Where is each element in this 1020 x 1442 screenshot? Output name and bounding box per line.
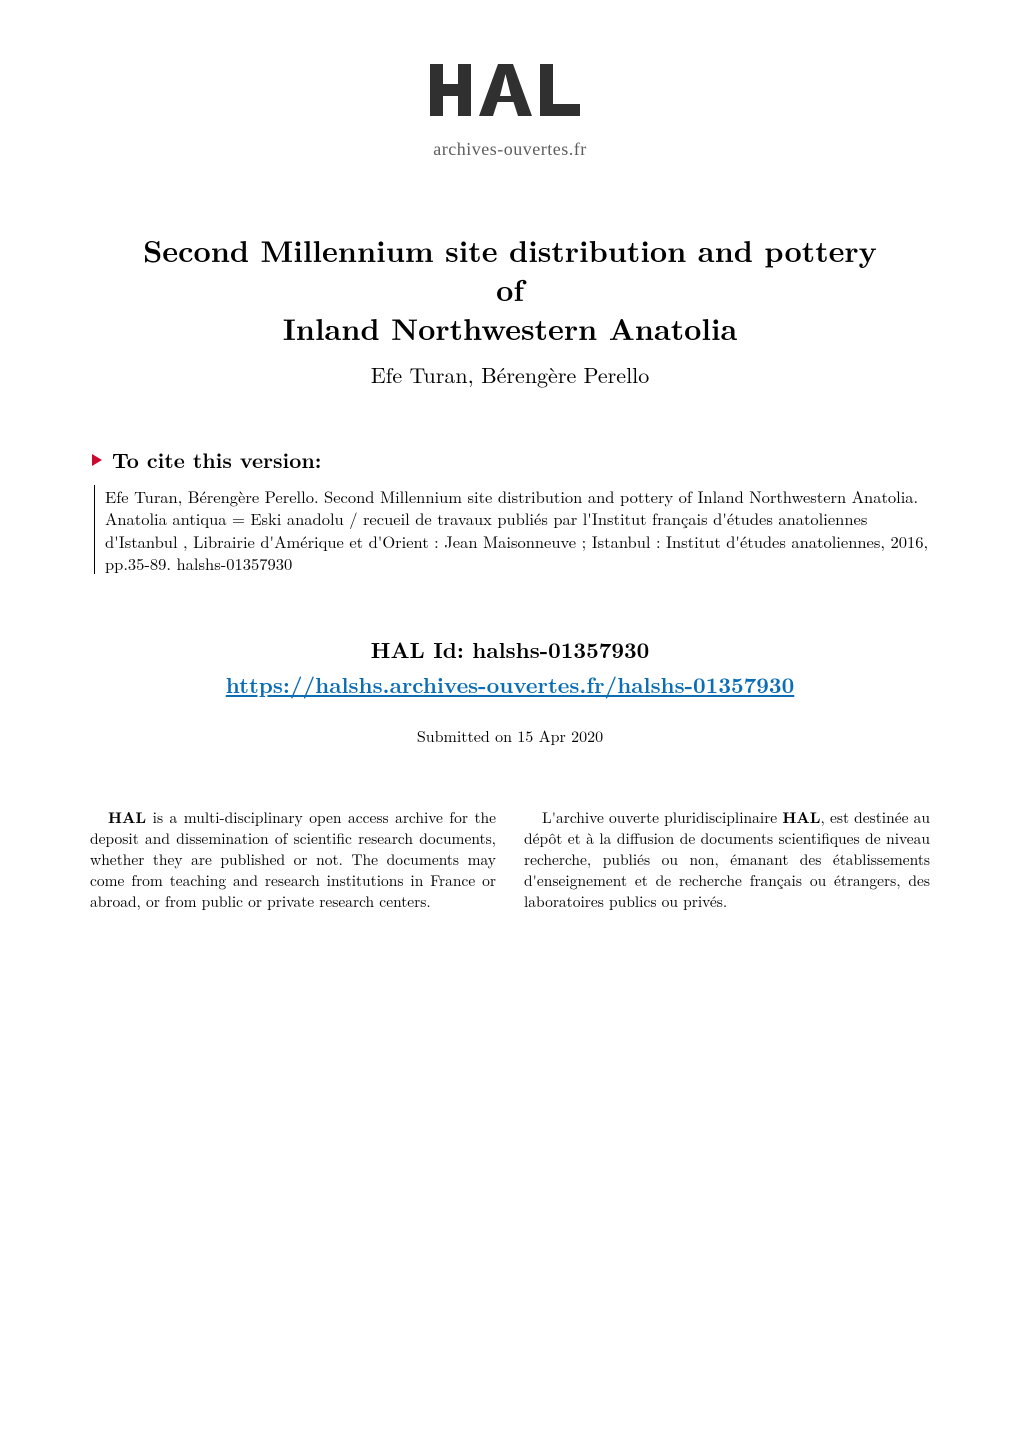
hal-logo-block: archives-ouvertes.fr [90,60,930,160]
paper-authors: Efe Turan, Bérengère Perello [90,359,930,390]
description-right-column: L'archive ouverte pluridisciplinaire HAL… [524,807,930,913]
right-lead: L'archive ouverte pluridisciplinaire [542,807,782,828]
paper-title: Second Millennium site distribution and … [130,230,890,347]
hal-id-link[interactable]: https://halshs.archives-ouvertes.fr/hals… [226,669,794,700]
left-text: is a multi-disciplinary open access arch… [90,807,496,912]
hal-id-label: HAL Id: halshs-01357930 [90,634,930,665]
right-bold: HAL [782,805,820,828]
page-root: archives-ouvertes.fr Second Millennium s… [0,0,1020,1442]
cite-heading-text: To cite this version: [112,445,321,475]
submitted-date: Submitted on 15 Apr 2020 [90,724,930,747]
cite-body: Efe Turan, Bérengère Perello. Second Mil… [94,485,930,574]
description-columns: HAL is a multi-disciplinary open access … [90,807,930,913]
hal-id-block: HAL Id: halshs-01357930 https://halshs.a… [90,634,930,700]
cite-heading: To cite this version: [90,445,930,475]
cite-block: To cite this version: Efe Turan, Bérengè… [90,445,930,574]
title-line-1: Second Millennium site distribution and … [143,228,877,310]
hal-logo-icon [420,60,600,132]
left-bold-lead: HAL [108,805,146,828]
title-line-2: Inland Northwestern Anatolia [283,306,738,349]
hal-logo-text: archives-ouvertes.fr [90,139,930,160]
description-left-column: HAL is a multi-disciplinary open access … [90,807,496,913]
triangle-right-icon [90,453,104,467]
